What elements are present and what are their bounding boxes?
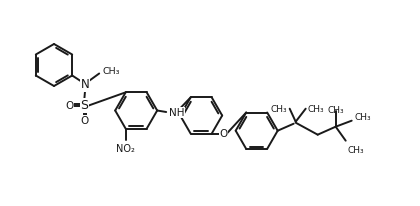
Text: CH₃: CH₃ — [308, 105, 324, 114]
Text: CH₃: CH₃ — [354, 113, 371, 122]
Text: NH: NH — [169, 108, 185, 117]
Text: CH₃: CH₃ — [270, 105, 287, 114]
Text: O: O — [65, 101, 73, 110]
Text: O: O — [80, 116, 88, 125]
Text: CH₃: CH₃ — [348, 146, 364, 155]
Text: O: O — [220, 129, 228, 139]
Text: CH₃: CH₃ — [327, 106, 344, 115]
Text: CH₃: CH₃ — [102, 67, 120, 76]
Text: N: N — [81, 78, 89, 91]
Text: S: S — [80, 99, 88, 112]
Text: NO₂: NO₂ — [116, 144, 135, 154]
